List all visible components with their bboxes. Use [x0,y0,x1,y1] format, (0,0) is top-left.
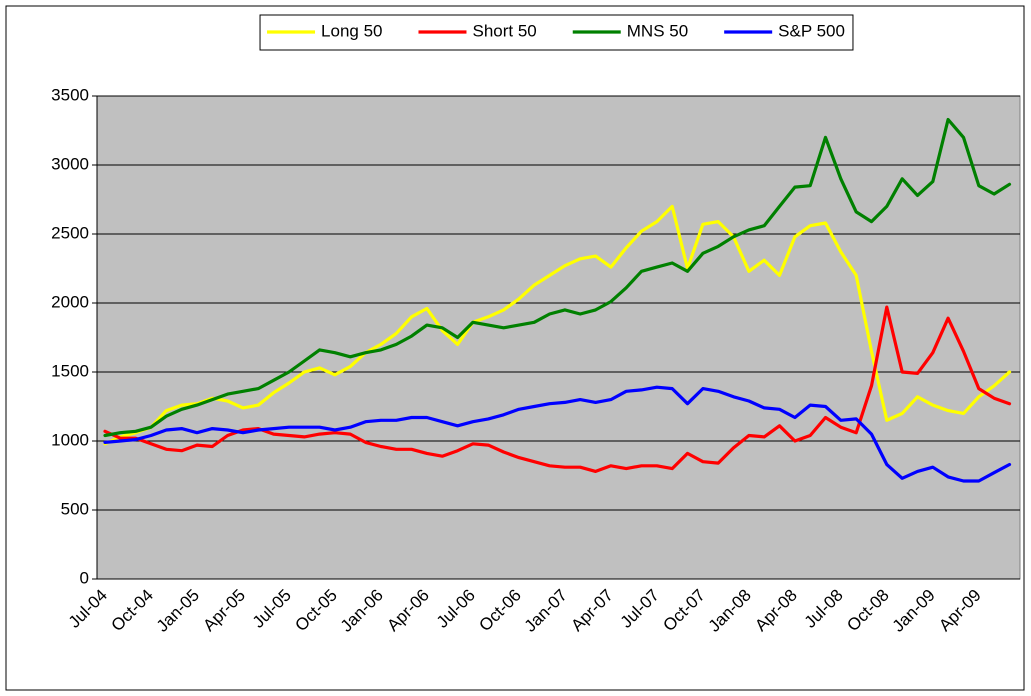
y-tick-label: 3500 [51,85,89,104]
y-tick-label: 2000 [51,292,89,311]
series-line [103,385,1012,483]
legend-label: Long 50 [321,21,382,40]
y-tick-label: 3000 [51,154,89,173]
y-tick-label: 2500 [51,223,89,242]
legend: Long 50 Short 50 MNS 50 S&P 500 [259,14,854,51]
y-tick-label: 1500 [51,361,89,380]
series-line [103,117,1012,438]
y-tick-label: 0 [80,568,89,587]
legend-label: S&P 500 [778,21,845,40]
y-tick-label: 500 [61,499,89,518]
series-line [103,204,1012,446]
legend-label: Short 50 [472,21,536,40]
plot-area [96,95,1021,580]
y-tick-label: 1000 [51,430,89,449]
legend-label: MNS 50 [627,21,688,40]
